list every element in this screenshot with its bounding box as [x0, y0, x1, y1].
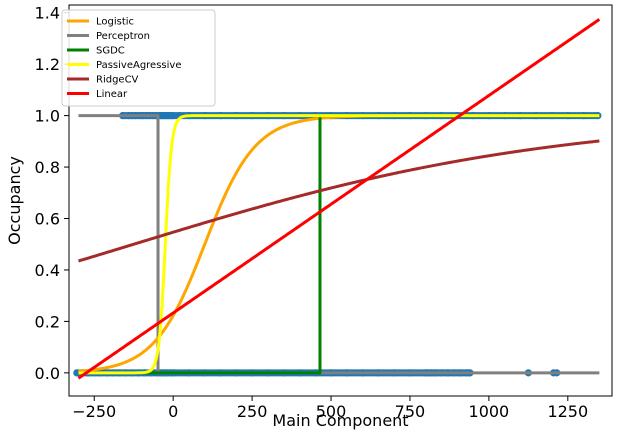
- x-tick-label: −250: [72, 402, 116, 421]
- legend-label-linear: Linear: [96, 89, 128, 100]
- y-axis-label: Occupancy: [5, 156, 24, 245]
- y-tick-label: 0.2: [35, 312, 60, 331]
- y-tick-label: 1.2: [35, 55, 60, 74]
- series-line-ridgecv: [78, 139, 600, 263]
- axes-layer: −250 0 250 500 750 1000 1250 0.0 0.2 0.4 0.6 0.8 1.0…: [5, 4, 613, 430]
- plot-frame: [68, 4, 613, 397]
- y-tick-label: 0.0: [35, 364, 60, 383]
- series-layer: [77, 18, 601, 380]
- legend-label-sgdc: SGDC: [96, 46, 125, 57]
- legend-label-perceptron: Perceptron: [96, 31, 150, 42]
- x-tick-label: 500: [316, 402, 347, 421]
- scatter-point: [169, 112, 177, 120]
- x-tick-label: 0: [168, 402, 178, 421]
- x-tick-label: 1250: [547, 402, 588, 421]
- y-tick-label: 1.4: [35, 4, 60, 23]
- series-line-perceptron: [78, 114, 600, 375]
- x-tick-label: 1000: [469, 402, 510, 421]
- y-tick-label: 0.6: [35, 210, 60, 229]
- legend-box: [61, 9, 216, 107]
- x-tick-label: 250: [237, 402, 268, 421]
- legend-label-passiveagressive: PassiveAgressive: [96, 60, 181, 71]
- legend-label-logistic: Logistic: [96, 17, 134, 28]
- legend: Logistic Perceptron SGDC PassiveAgressive Ri…: [61, 9, 216, 107]
- legend-label-ridgecv: RidgeCV: [96, 75, 139, 86]
- y-tick-label: 0.4: [35, 261, 60, 280]
- y-tick-label: 0.8: [35, 158, 60, 177]
- x-tick-label: 750: [395, 402, 426, 421]
- x-axis-label: Main Component: [272, 411, 408, 430]
- series-line-linear: [77, 18, 601, 380]
- series-line-passiveagressive: [78, 114, 600, 375]
- y-tick-label: 1.0: [35, 107, 60, 126]
